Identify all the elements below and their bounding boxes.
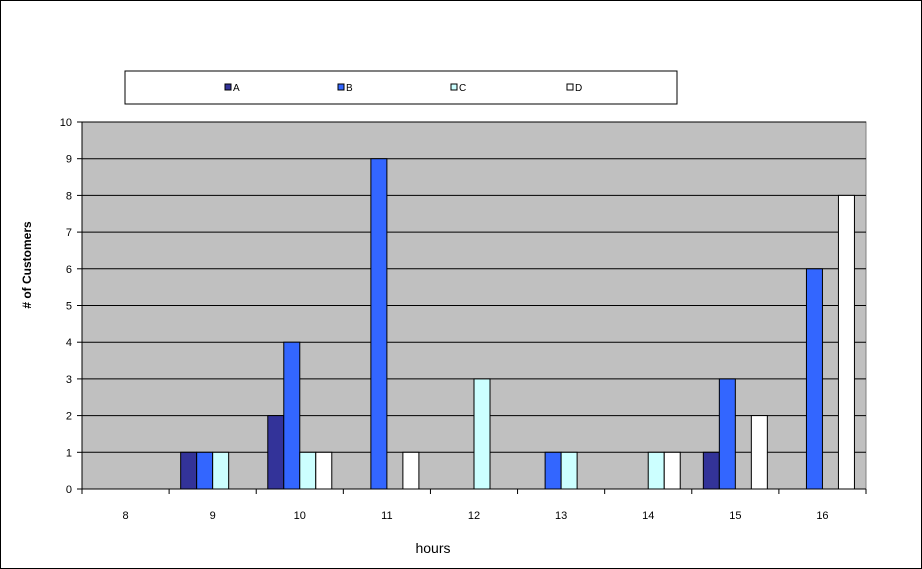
x-tick-label: 8 — [122, 510, 128, 522]
y-axis-label: # of Customers — [20, 221, 34, 309]
x-tick-label: 12 — [468, 510, 480, 522]
bar-D-16 — [837, 194, 855, 490]
bar-D-10 — [315, 451, 333, 490]
y-tick-label: 8 — [66, 190, 72, 202]
y-axis-ticks: 0 1 2 3 4 5 6 7 8 9 10 — [60, 117, 82, 496]
bar-A-15 — [702, 451, 720, 490]
bar-A-10 — [267, 415, 285, 490]
x-tick-label: 10 — [294, 510, 306, 522]
y-tick-label: 1 — [66, 447, 72, 459]
bar-C-10 — [299, 451, 317, 490]
legend-items: A B C D — [224, 83, 582, 94]
bar-B-13 — [544, 451, 562, 490]
legend-label-B: B — [346, 83, 353, 94]
y-tick-label: 7 — [66, 227, 72, 239]
x-tick-label: 14 — [642, 510, 654, 522]
bar-D-15 — [750, 415, 768, 490]
bar-D-14 — [663, 451, 681, 490]
x-tick-label: 16 — [816, 510, 828, 522]
legend-swatch-B — [337, 83, 345, 91]
bar-C-14 — [647, 451, 665, 490]
x-tick-label: 9 — [210, 510, 216, 522]
x-tick-label: 13 — [555, 510, 567, 522]
bar-C-13 — [560, 451, 578, 490]
y-tick-label: 0 — [66, 484, 72, 496]
legend-label-D: D — [575, 83, 582, 94]
legend-swatch-C — [450, 83, 458, 91]
x-tick-label: 11 — [381, 510, 392, 522]
bar-C-9 — [212, 451, 230, 490]
bar-B-11 — [370, 158, 388, 490]
y-tick-label: 9 — [66, 154, 72, 166]
x-tick-label: 15 — [729, 510, 741, 522]
x-axis-label: hours — [415, 540, 450, 556]
bar-B-15 — [718, 378, 736, 490]
y-tick-label: 6 — [66, 264, 72, 276]
legend-label-C: C — [459, 83, 466, 94]
bar-B-10 — [283, 341, 301, 490]
y-tick-label: 3 — [66, 374, 72, 386]
legend — [124, 70, 678, 105]
bar-A-9 — [180, 451, 198, 490]
y-tick-label: 2 — [66, 411, 72, 423]
bar-D-11 — [402, 451, 420, 490]
bar-C-12 — [473, 378, 491, 490]
y-tick-label: 5 — [66, 301, 72, 313]
legend-swatch-A — [224, 83, 232, 91]
bar-B-16 — [805, 268, 823, 490]
y-tick-label: 4 — [66, 337, 72, 349]
x-axis-ticks: 8 9 10 11 12 13 14 15 16 — [81, 489, 867, 522]
legend-label-A: A — [233, 83, 240, 94]
y-tick-label: 10 — [60, 117, 72, 129]
legend-swatch-D — [566, 83, 574, 91]
bar-B-9 — [196, 451, 214, 490]
